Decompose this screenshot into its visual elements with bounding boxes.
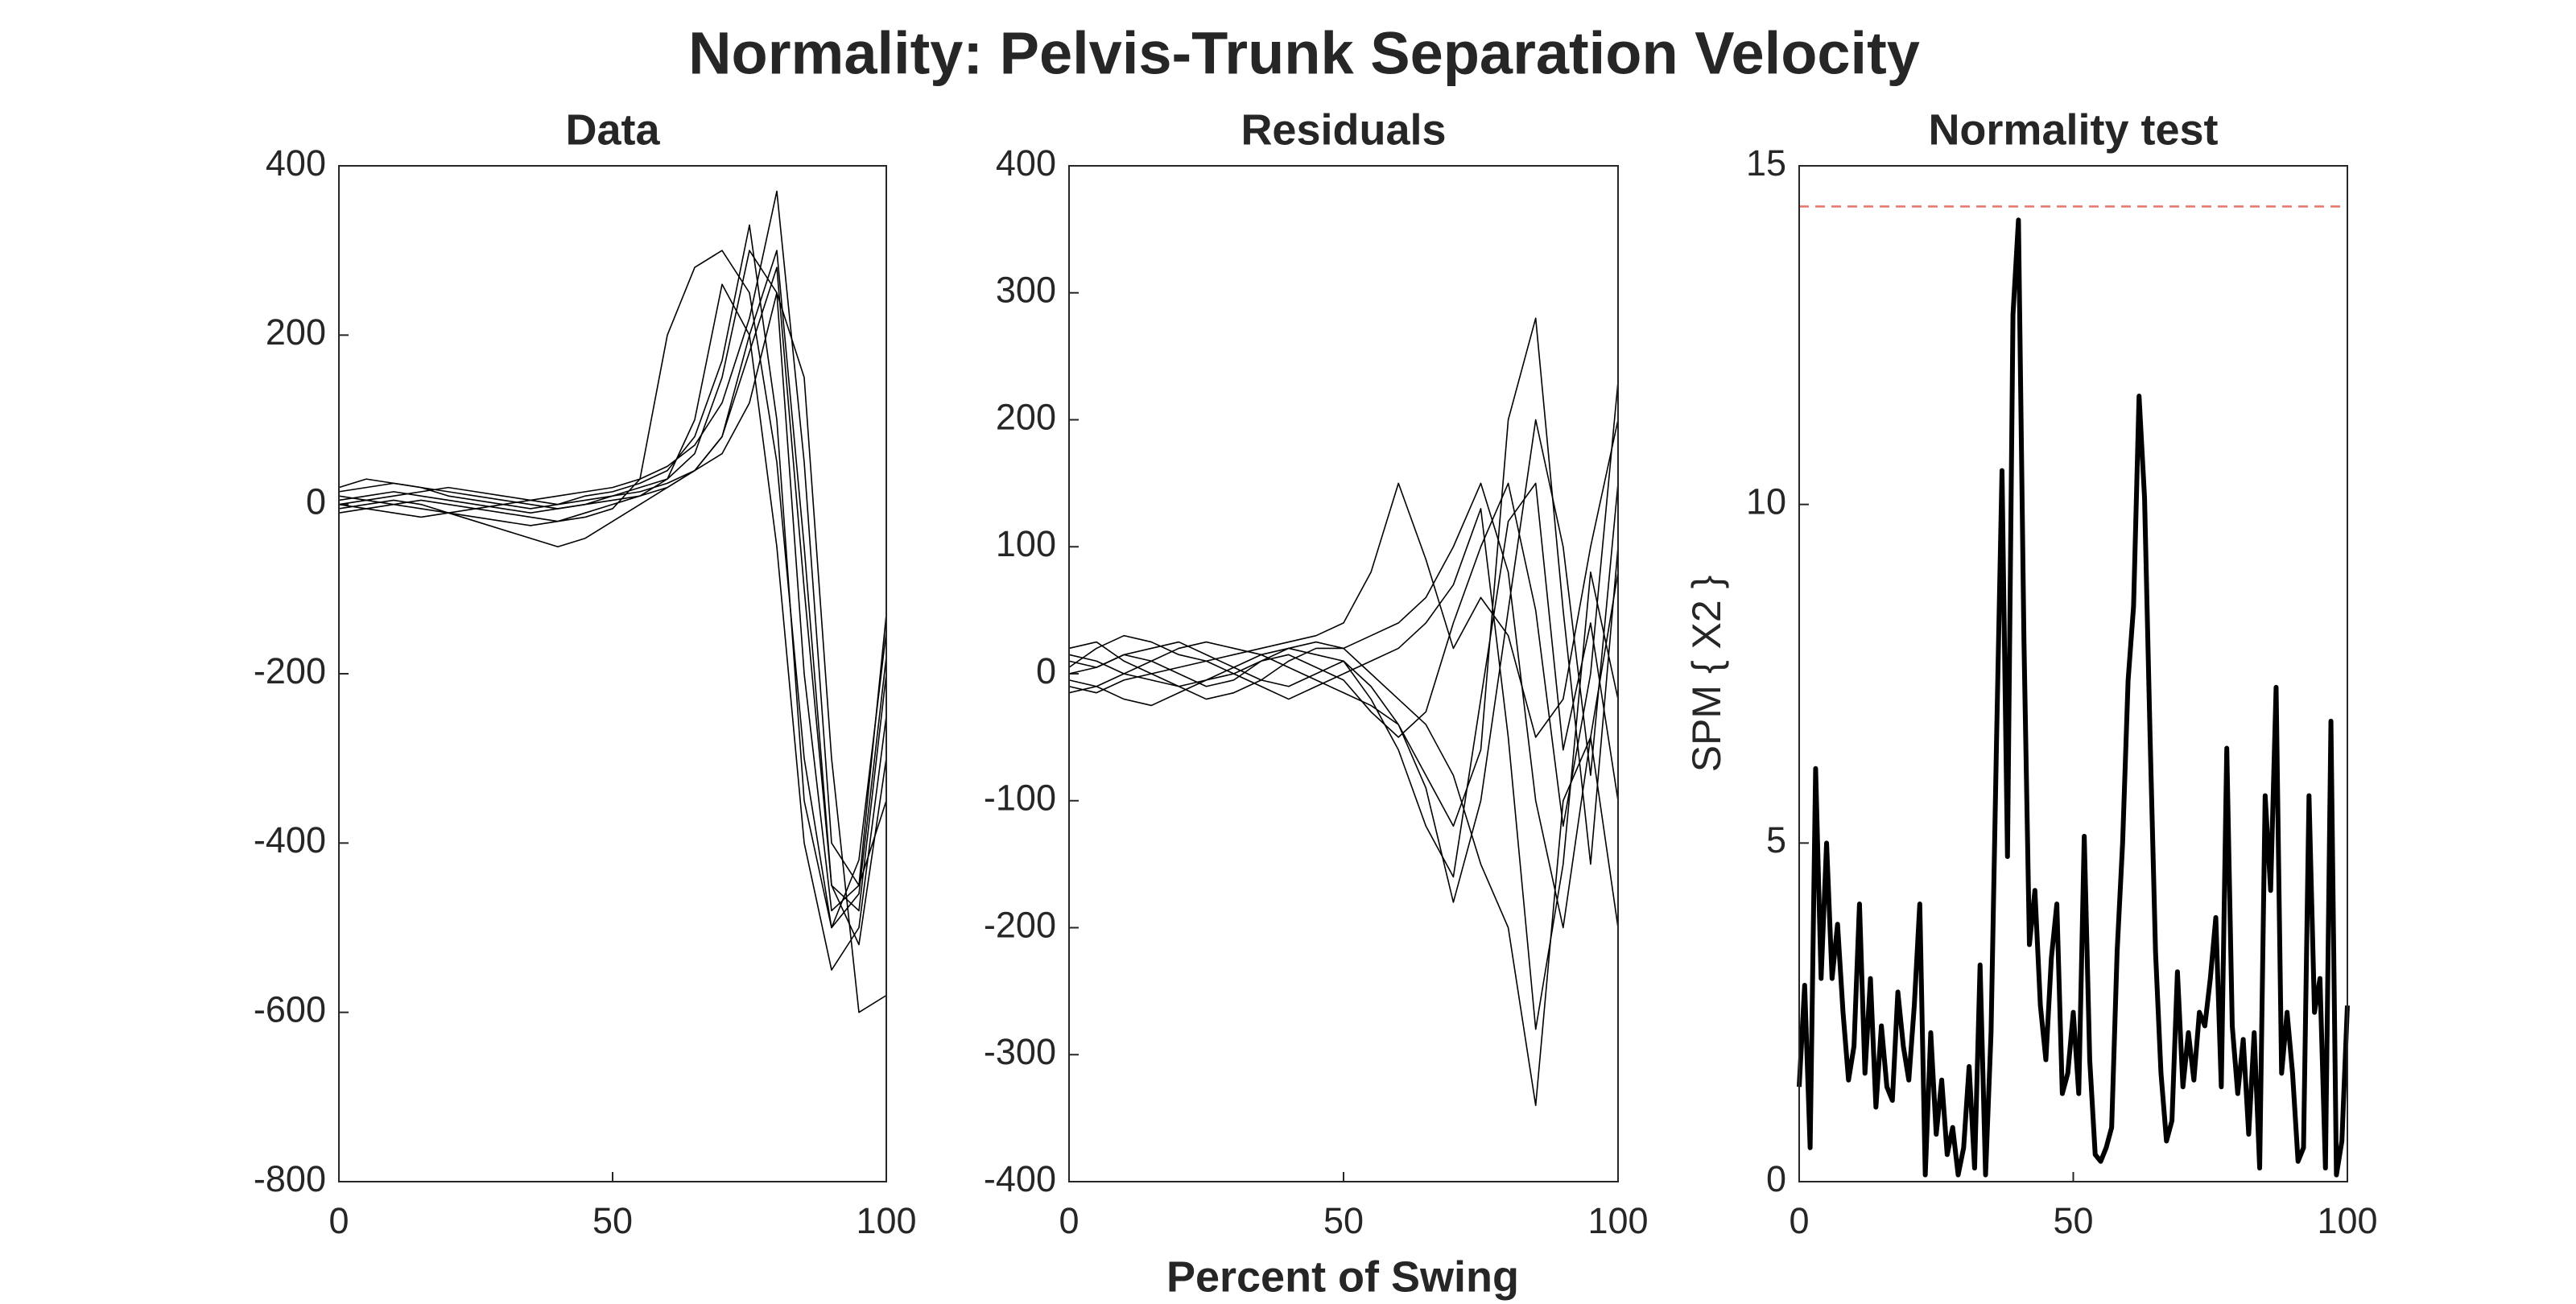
y-tick-label: -400 (984, 1158, 1056, 1199)
y-tick-label: 400 (266, 142, 326, 184)
y-tick-label: -800 (254, 1158, 326, 1199)
axes-box (338, 165, 887, 1182)
series-line (1068, 419, 1619, 738)
subplot-title: Normality test (1928, 105, 2218, 154)
series-line (338, 283, 887, 971)
subplot-title: Data (565, 105, 660, 154)
y-tick-label: 5 (1766, 819, 1786, 860)
series-line (1797, 217, 2350, 1178)
x-tick-label: 0 (1789, 1200, 1809, 1241)
series-line (338, 250, 887, 912)
series-line (338, 190, 887, 886)
series-line (338, 266, 887, 946)
y-tick-label: 100 (996, 523, 1056, 564)
figure-title: Normality: Pelvis-Trunk Separation Veloc… (688, 20, 1920, 87)
y-tick-label: -600 (254, 989, 326, 1030)
x-tick-label: 0 (1059, 1200, 1079, 1241)
series-line (338, 224, 887, 929)
subplot-title: Residuals (1241, 105, 1446, 154)
x-tick-label: 50 (1323, 1200, 1364, 1241)
axes-box (1798, 165, 2348, 1182)
series-line (1068, 482, 1619, 929)
x-tick-label: 100 (1587, 1200, 1648, 1241)
y-tick-label: 0 (1766, 1158, 1786, 1199)
x-tick-label: 0 (328, 1200, 349, 1241)
x-axis-label: Percent of Swing (1166, 1252, 1519, 1301)
y-tick-label: -100 (984, 778, 1056, 819)
series-line (1068, 419, 1619, 903)
y-tick-label: -200 (984, 904, 1056, 945)
y-tick-label: 300 (996, 270, 1056, 311)
y-tick-label: 0 (1036, 650, 1056, 691)
series-line (1068, 508, 1619, 1030)
x-tick-label: 50 (592, 1200, 633, 1241)
y-tick-label: 0 (306, 481, 326, 522)
y-tick-label: 10 (1746, 481, 1786, 522)
y-tick-label: 400 (996, 142, 1056, 184)
y-tick-label: -200 (254, 650, 326, 691)
y-tick-label: -400 (254, 819, 326, 860)
x-tick-label: 100 (856, 1200, 916, 1241)
y-tick-label: 200 (266, 312, 326, 353)
x-tick-label: 100 (2317, 1200, 2377, 1241)
y-tick-label: 200 (996, 396, 1056, 437)
y-axis-label: SPM { X2 } (1684, 576, 1729, 773)
x-tick-label: 50 (2053, 1200, 2093, 1241)
series-line (1068, 382, 1619, 827)
series-line (338, 250, 887, 929)
y-tick-label: -300 (984, 1031, 1056, 1072)
axes-box (1068, 165, 1619, 1182)
y-tick-label: 15 (1746, 142, 1786, 184)
